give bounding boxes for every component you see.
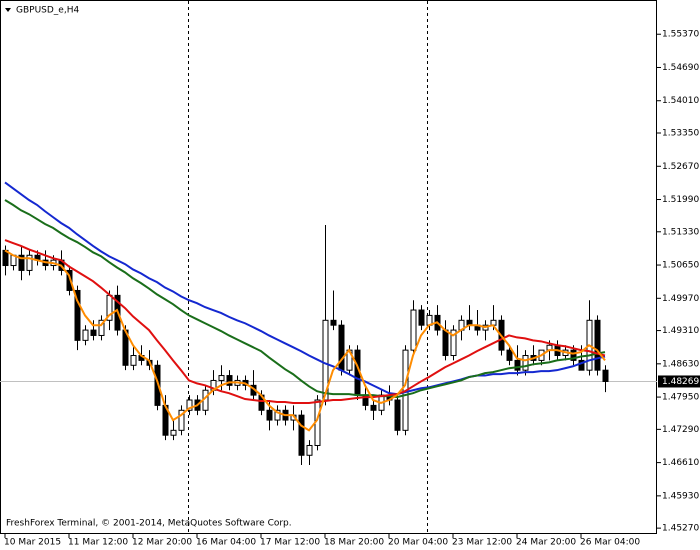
candle-body bbox=[570, 349, 577, 361]
y-tick-label: 1.45270 bbox=[662, 524, 699, 534]
x-tick-label: 26 Mar 04:00 bbox=[580, 538, 640, 548]
candle-body bbox=[90, 329, 97, 336]
candle-body bbox=[514, 359, 521, 371]
candle-body bbox=[218, 375, 225, 381]
y-tick-label: 1.49970 bbox=[662, 294, 699, 304]
candle-body bbox=[186, 399, 193, 411]
candle-body bbox=[370, 404, 377, 411]
y-tick-label: 1.51990 bbox=[662, 195, 699, 205]
y-tick-label: 1.47950 bbox=[662, 393, 699, 403]
candle-body bbox=[18, 254, 25, 271]
candle-body bbox=[274, 409, 281, 421]
x-tick-label: 20 Mar 04:00 bbox=[388, 538, 448, 548]
x-tick-label: 10 Mar 2015 bbox=[4, 538, 61, 548]
candle-body bbox=[130, 355, 137, 366]
candle-body bbox=[74, 289, 81, 341]
x-tick-label: 11 Mar 12:00 bbox=[68, 538, 128, 548]
candle-body bbox=[98, 319, 105, 336]
x-tick-label: 23 Mar 12:00 bbox=[452, 538, 512, 548]
plot-frame bbox=[0, 0, 657, 534]
y-tick-label: 1.54690 bbox=[662, 63, 699, 73]
candle-body bbox=[450, 329, 457, 357]
current-price-box bbox=[658, 375, 700, 388]
y-tick-label: 1.52670 bbox=[662, 162, 699, 172]
candle-body bbox=[330, 319, 337, 326]
candle-body bbox=[306, 444, 313, 456]
y-tick-label: 1.47290 bbox=[662, 425, 699, 435]
candle-body bbox=[410, 309, 417, 351]
candle-body bbox=[522, 355, 529, 371]
candle-body bbox=[66, 269, 73, 291]
x-tick-label: 16 Mar 04:00 bbox=[196, 538, 256, 548]
chart-title: GBPUSD_e,H4 bbox=[16, 6, 79, 16]
candle-body bbox=[26, 254, 33, 271]
x-tick-label: 18 Mar 20:00 bbox=[324, 538, 384, 548]
candle-body bbox=[266, 409, 273, 421]
candle-body bbox=[506, 349, 513, 361]
y-tick-label: 1.46610 bbox=[662, 458, 699, 468]
candle-body bbox=[594, 319, 601, 371]
x-tick-label: 12 Mar 20:00 bbox=[132, 538, 192, 548]
y-tick-label: 1.45930 bbox=[662, 491, 699, 501]
moving-average-line bbox=[4, 181, 606, 396]
candle-body bbox=[418, 309, 425, 326]
moving-average-line bbox=[4, 239, 606, 404]
x-tick-label: 17 Mar 12:00 bbox=[260, 538, 320, 548]
y-tick-label: 1.48630 bbox=[662, 359, 699, 369]
current-price-label: 1.48269 bbox=[662, 377, 699, 387]
candle-body bbox=[298, 414, 305, 456]
candle-body bbox=[442, 329, 449, 357]
y-tick-label: 1.51330 bbox=[662, 227, 699, 237]
candle-body bbox=[578, 359, 585, 371]
symbol-menu-arrow[interactable] bbox=[5, 8, 11, 12]
y-tick-label: 1.49310 bbox=[662, 326, 699, 336]
y-tick-label: 1.55370 bbox=[662, 30, 699, 40]
x-tick-label: 24 Mar 20:00 bbox=[516, 538, 576, 548]
candle-body bbox=[154, 364, 161, 406]
moving-average-line bbox=[4, 199, 606, 399]
candle-body bbox=[178, 409, 185, 431]
y-tick-label: 1.53350 bbox=[662, 129, 699, 139]
candle-body bbox=[602, 369, 609, 382]
moving-average-line bbox=[4, 249, 606, 432]
y-tick-label: 1.50650 bbox=[662, 261, 699, 271]
candle-body bbox=[170, 429, 177, 436]
footer: FreshForex Terminal, © 2001-2014, MetaQu… bbox=[6, 519, 292, 529]
candle-body bbox=[226, 375, 233, 386]
candle-body bbox=[82, 329, 89, 341]
y-tick-label: 1.54010 bbox=[662, 96, 699, 106]
candle-body bbox=[394, 399, 401, 431]
